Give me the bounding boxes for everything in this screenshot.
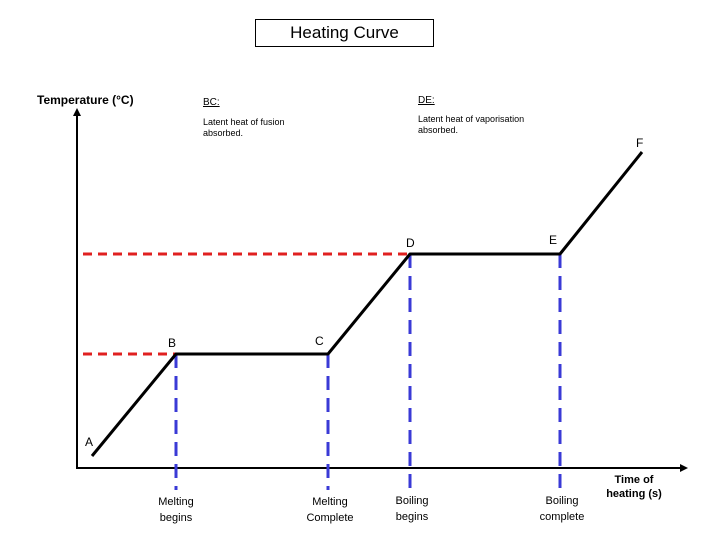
melting-begins-line2: begins — [159, 512, 193, 524]
point-label-a: A — [85, 435, 94, 449]
x-axis-label-line2: heating (s) — [606, 488, 662, 500]
x-axis-label-line1: Time of — [614, 474, 654, 486]
bc-note-heading: BC: — [203, 97, 220, 108]
de-note-heading: DE: — [418, 95, 435, 106]
bc-note-text: Latent heat of fusion absorbed. — [203, 117, 285, 138]
point-label-b: B — [168, 336, 177, 350]
point-label-e: E — [549, 233, 558, 247]
melting-complete-line1: Melting — [312, 496, 348, 508]
melting-complete-label: Melting Complete — [294, 494, 366, 526]
y-axis-label: Temperature (°C) — [37, 93, 134, 107]
melting-begins-line1: Melting — [158, 496, 194, 508]
de-note-text: Latent heat of vaporisation absorbed. — [418, 114, 525, 135]
boiling-complete-label: Boiling complete — [526, 493, 598, 525]
x-axis-label: Time of heating (s) — [596, 473, 672, 501]
chart-title: Heating Curve — [255, 19, 434, 47]
point-label-f: F — [636, 136, 644, 150]
melting-begins-label: Melting begins — [140, 494, 212, 526]
point-label-d: D — [406, 236, 415, 250]
melting-complete-line2: Complete — [306, 512, 354, 524]
point-label-c: C — [315, 334, 324, 348]
heating-curve-line — [90, 151, 644, 457]
boiling-begins-line1: Boiling — [395, 495, 429, 507]
boiling-begins-line2: begins — [395, 511, 429, 523]
boiling-complete-line2: complete — [539, 511, 585, 523]
boiling-complete-line1: Boiling — [545, 495, 579, 507]
boiling-begins-label: Boiling begins — [376, 493, 448, 525]
